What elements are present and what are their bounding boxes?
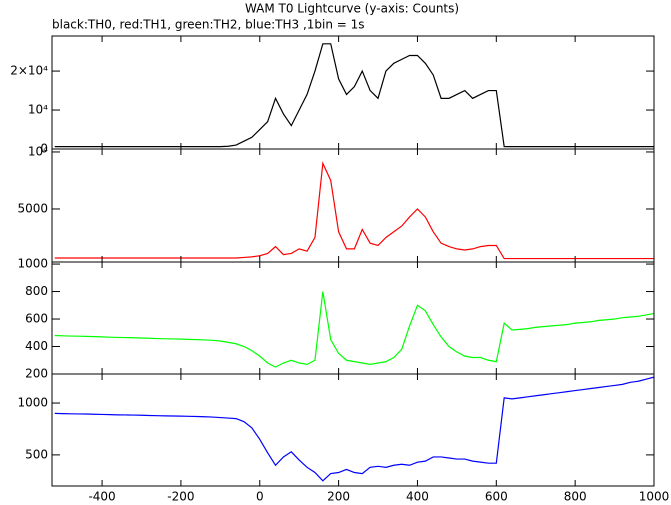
chart-title: WAM T0 Lightcurve (y-axis: Counts) <box>245 2 459 16</box>
x-tick-label: 200 <box>327 490 350 504</box>
series-line <box>54 291 655 368</box>
panel-frame <box>51 148 655 263</box>
series-line <box>54 376 655 482</box>
series-line <box>54 161 654 260</box>
y-tick-label: 500 <box>25 447 48 461</box>
y-tick-label: 10⁴ <box>28 144 48 158</box>
y-tick-label: 2×10⁴ <box>10 64 48 78</box>
y-tick-label: 0 <box>40 142 48 156</box>
chart-subtitle: black:TH0, red:TH1, green:TH2, blue:TH3 … <box>52 18 365 32</box>
x-tick-label: -200 <box>167 490 194 504</box>
x-tick-label: 0 <box>256 490 264 504</box>
y-tick-label: 600 <box>25 312 48 326</box>
panel-frame <box>51 35 655 150</box>
x-tick-label: 600 <box>485 490 508 504</box>
series-line <box>54 43 654 148</box>
y-tick-label: 5000 <box>17 201 48 215</box>
x-tick-label: 800 <box>564 490 587 504</box>
panel-frame <box>51 261 655 375</box>
y-tick-label: 1000 <box>17 257 48 271</box>
x-tick-label: 1000 <box>639 490 670 504</box>
x-tick-label: 400 <box>406 490 429 504</box>
y-tick-label: 10⁴ <box>28 103 48 117</box>
y-tick-label: 400 <box>25 339 48 353</box>
panel-frame <box>51 373 655 487</box>
x-tick-label: -400 <box>88 490 115 504</box>
y-tick-label: 1000 <box>17 396 48 410</box>
y-tick-label: 200 <box>25 367 48 381</box>
y-tick-label: 800 <box>25 284 48 298</box>
